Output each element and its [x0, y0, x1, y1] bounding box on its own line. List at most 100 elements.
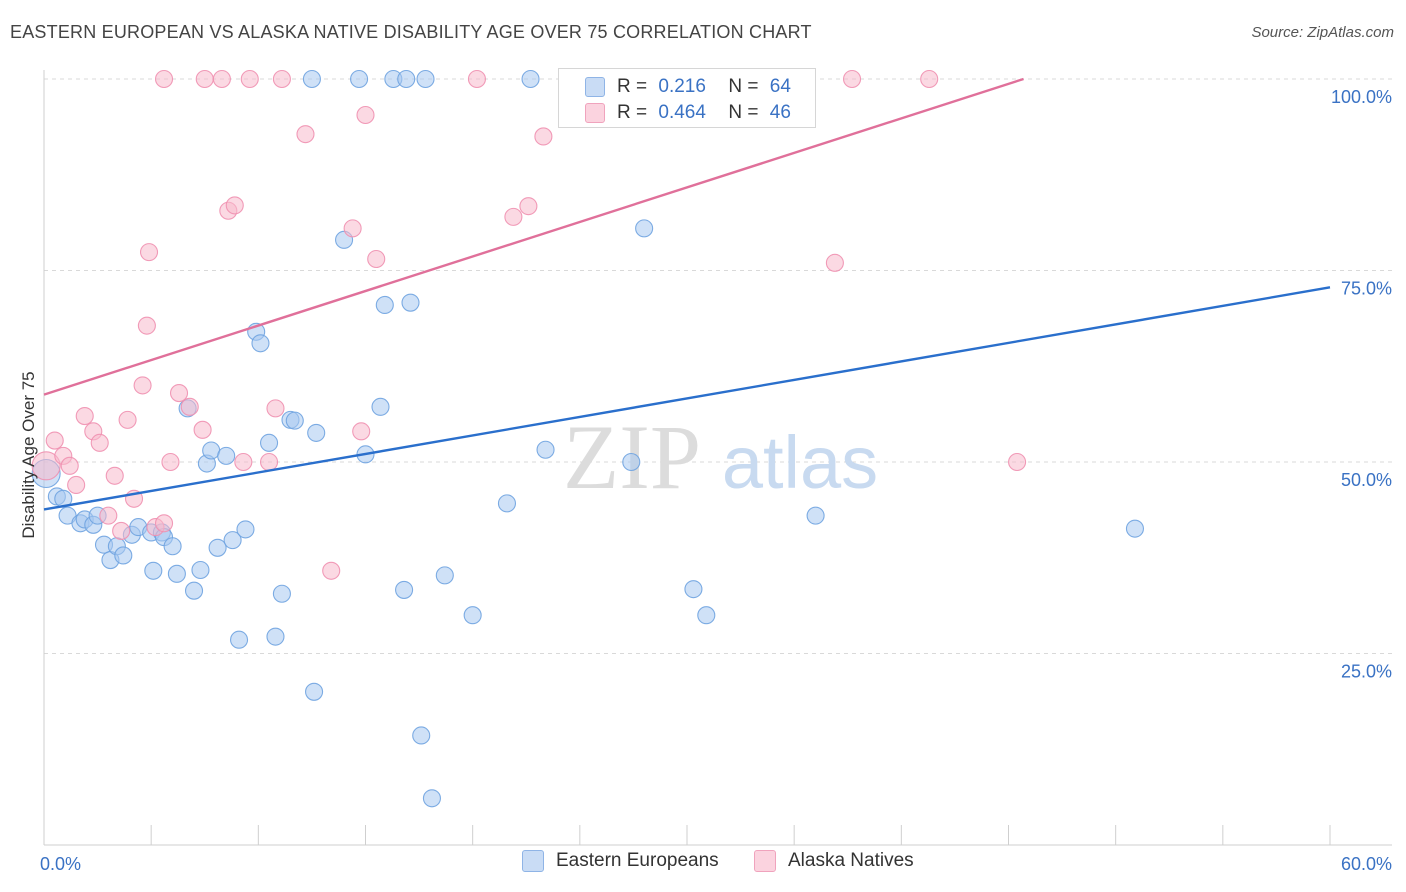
y-tick-label: 100.0%	[1331, 87, 1392, 107]
legend-n-label: N =	[728, 76, 759, 97]
legend-row-alaska-natives: R = 0.464 N = 46	[585, 99, 791, 127]
point-eastern-europeans	[285, 411, 304, 430]
point-eastern-europeans	[401, 293, 420, 312]
point-eastern-europeans	[435, 566, 454, 585]
watermark-atlas: atlas	[722, 421, 878, 504]
point-alaska-natives	[225, 196, 244, 215]
data-points	[31, 69, 1145, 808]
watermark: ZIP atlas	[563, 406, 878, 508]
point-eastern-europeans	[806, 506, 825, 525]
point-alaska-natives	[272, 69, 291, 89]
point-alaska-natives	[1008, 452, 1027, 472]
point-alaska-natives	[212, 69, 231, 89]
point-eastern-europeans	[412, 726, 431, 745]
point-alaska-natives	[45, 431, 64, 450]
point-eastern-europeans	[217, 446, 236, 465]
point-eastern-europeans	[397, 69, 416, 89]
point-eastern-europeans	[684, 580, 703, 599]
point-eastern-europeans	[521, 69, 540, 89]
point-eastern-europeans	[1125, 519, 1145, 538]
point-eastern-europeans	[422, 789, 441, 808]
point-eastern-europeans	[223, 531, 242, 550]
point-eastern-europeans	[266, 627, 285, 646]
point-alaska-natives	[367, 249, 386, 269]
legend-series-name: Eastern Europeans	[556, 850, 719, 871]
point-eastern-europeans	[463, 606, 482, 625]
point-alaska-natives	[296, 125, 315, 144]
point-alaska-natives	[193, 420, 212, 439]
y-tick-label: 25.0%	[1341, 662, 1392, 682]
point-eastern-europeans	[229, 630, 249, 649]
point-eastern-europeans	[622, 452, 641, 472]
point-alaska-natives	[195, 69, 214, 89]
legend-row-eastern-europeans: R = 0.216 N = 64	[585, 73, 791, 101]
point-eastern-europeans	[497, 494, 517, 513]
point-eastern-europeans	[302, 69, 321, 89]
point-alaska-natives	[240, 69, 259, 89]
legend-r-value: 0.464	[658, 102, 706, 123]
tick-labels: 25.0% 50.0% 75.0% 100.0% 0.0% 60.0%	[40, 87, 1392, 874]
x-tick-label: 60.0%	[1341, 854, 1392, 874]
point-eastern-europeans	[236, 520, 255, 539]
grid-lines	[44, 78, 1392, 654]
legend-swatch-blue	[585, 77, 605, 97]
point-alaska-natives	[259, 452, 279, 472]
point-eastern-europeans	[305, 682, 324, 701]
point-alaska-natives	[356, 105, 375, 125]
point-alaska-natives	[99, 506, 118, 525]
point-eastern-europeans	[191, 560, 210, 580]
point-alaska-natives	[118, 410, 137, 429]
y-axis-label: Disability Age Over 75	[19, 371, 38, 538]
point-alaska-natives	[137, 316, 156, 335]
point-alaska-natives	[161, 452, 180, 472]
point-alaska-natives	[504, 207, 523, 226]
point-eastern-europeans	[184, 581, 204, 600]
trend-line-eastern-europeans	[43, 286, 1331, 511]
point-alaska-natives	[534, 127, 553, 146]
point-alaska-natives	[154, 514, 174, 533]
point-alaska-natives	[75, 406, 94, 426]
point-eastern-europeans	[395, 580, 414, 599]
legend-item-eastern-europeans: Eastern Europeans	[522, 850, 719, 872]
series-legend: Eastern Europeans Alaska Natives	[0, 850, 1406, 880]
point-alaska-natives	[343, 219, 362, 238]
trend-lines	[43, 77, 1331, 511]
legend-swatch-pink	[585, 103, 605, 123]
point-alaska-natives	[825, 253, 844, 272]
point-eastern-europeans	[635, 219, 654, 238]
point-eastern-europeans	[251, 334, 270, 353]
point-eastern-europeans	[163, 537, 182, 556]
point-alaska-natives	[169, 384, 189, 403]
legend-n-value: 64	[769, 76, 791, 97]
stats-legend: R = 0.216 N = 64 R = 0.464 N = 46	[558, 68, 816, 128]
y-tick-label: 50.0%	[1341, 470, 1392, 490]
point-eastern-europeans	[307, 423, 326, 442]
legend-r-label: R =	[617, 102, 648, 123]
x-tick-label: 0.0%	[40, 854, 81, 874]
point-alaska-natives	[322, 561, 341, 580]
point-alaska-natives	[154, 69, 174, 89]
point-alaska-natives	[234, 452, 253, 472]
point-eastern-europeans	[272, 584, 291, 603]
trend-line-alaska-natives	[43, 77, 1024, 396]
point-alaska-natives	[90, 433, 109, 452]
point-alaska-natives	[519, 197, 538, 216]
point-alaska-natives	[133, 376, 152, 395]
point-alaska-natives	[266, 399, 285, 418]
point-alaska-natives	[842, 69, 862, 89]
point-alaska-natives	[139, 243, 159, 262]
chart-title: EASTERN EUROPEAN VS ALASKA NATIVE DISABI…	[10, 22, 812, 42]
point-eastern-europeans	[350, 69, 369, 89]
legend-r-value: 0.216	[658, 76, 706, 97]
point-alaska-natives	[67, 475, 86, 495]
point-eastern-europeans	[536, 440, 555, 459]
source-label: Source: ZipAtlas.com	[1251, 24, 1394, 41]
point-eastern-europeans	[202, 441, 221, 460]
y-tick-label: 75.0%	[1341, 279, 1392, 299]
point-alaska-natives	[105, 466, 124, 485]
legend-series-name: Alaska Natives	[788, 850, 914, 871]
point-alaska-natives	[180, 397, 199, 416]
point-eastern-europeans	[697, 606, 716, 625]
point-eastern-europeans	[259, 433, 279, 452]
